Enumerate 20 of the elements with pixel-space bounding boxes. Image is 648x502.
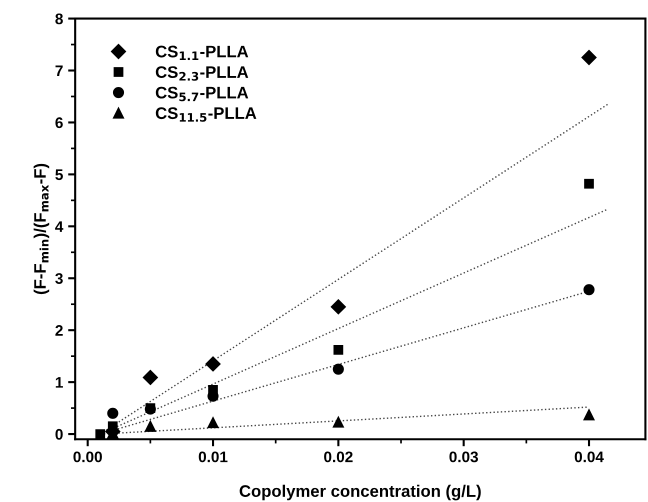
y-tick-label: 2 [55,325,63,336]
y-tick-label: 8 [55,13,63,24]
x-tick-label: 0.04 [574,451,604,462]
legend-label: CS$_{1.1}$-PLLA [156,46,248,60]
legend-label: CS$_{5.7}$-PLLA [156,86,248,102]
y-tick-label: 3 [55,273,63,284]
x-tick-label: 0.01 [198,451,228,462]
y-tick-label: 1 [56,377,63,388]
x-tick-label: 0.00 [73,451,102,462]
y-tick-label: 7 [56,66,63,76]
x-axis-title: Copolymer concentration (g/L) [240,484,481,500]
legend-label: CS$_{2.3}$-PLLA [156,66,248,81]
y-tick-label: 0 [55,428,63,440]
x-tick-label: 0.03 [449,451,478,462]
x-tick-label: 0.02 [324,451,353,462]
y-tick-label: 6 [55,117,63,128]
y-axis-title: (F-F$_{min}$)/(F$_{max}$-F) [34,164,50,294]
y-tick-label: 4 [55,221,64,232]
legend-label: CS$_{11.5}$-PLLA [156,107,256,122]
y-tick-label: 5 [55,169,63,180]
